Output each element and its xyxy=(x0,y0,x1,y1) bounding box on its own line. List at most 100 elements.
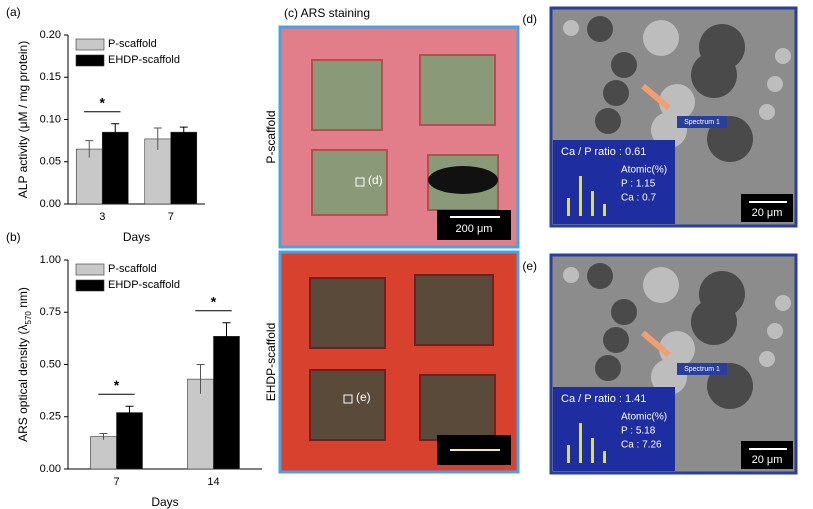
spectrum-tag xyxy=(677,116,727,128)
x-tick-label: 14 xyxy=(207,476,219,488)
texture xyxy=(587,263,613,289)
y-tick-label: 0.00 xyxy=(40,463,61,475)
bar xyxy=(90,436,117,470)
peak xyxy=(579,423,582,463)
texture xyxy=(595,108,621,134)
bar xyxy=(101,131,129,205)
panel-label: (a) xyxy=(6,5,21,19)
y-axis-label: ARS optical density (λ570 nm) xyxy=(16,287,32,442)
texture xyxy=(659,331,695,367)
error-bar xyxy=(99,432,108,440)
y-label-part: ARS optical density (λ xyxy=(16,324,30,441)
legend-swatch xyxy=(75,38,105,51)
y-tick-label: 0.50 xyxy=(40,358,61,370)
texture xyxy=(611,299,637,325)
peak xyxy=(567,198,570,216)
y-tick-label: 0.75 xyxy=(40,306,61,318)
scale-box xyxy=(741,194,793,222)
scale-label: 200 μm xyxy=(456,223,493,235)
marker-label: (d) xyxy=(368,173,383,187)
texture xyxy=(643,267,679,303)
panel-label: (d) xyxy=(522,12,537,26)
texture xyxy=(759,104,775,120)
atomic: Atomic(%) xyxy=(621,412,667,423)
y-label-part: nm) xyxy=(16,287,30,311)
atomic: Atomic(%) xyxy=(621,165,667,176)
texture xyxy=(587,16,613,42)
texture xyxy=(603,327,629,353)
ratio: Ca / P ratio : 0.61 xyxy=(561,146,646,158)
scale-box xyxy=(741,441,793,469)
peak xyxy=(603,451,606,463)
peak xyxy=(567,445,570,463)
texture xyxy=(563,20,579,36)
texture xyxy=(775,48,791,64)
texture xyxy=(767,76,783,92)
bar xyxy=(170,131,198,205)
texture xyxy=(611,52,637,78)
eds-inset xyxy=(553,387,675,471)
arrow xyxy=(641,330,671,358)
significance: * xyxy=(100,94,106,110)
texture xyxy=(563,267,579,283)
y-label-part: ALP activity (μM / mg protein) xyxy=(16,41,30,198)
panel-label: (b) xyxy=(6,230,21,244)
marker-label: (e) xyxy=(356,390,371,404)
atomic-ca: Ca : 7.26 xyxy=(621,440,662,451)
atomic-ca: Ca : 0.7 xyxy=(621,193,656,204)
texture xyxy=(775,295,791,311)
scale-label: 20 μm xyxy=(752,207,783,219)
bar xyxy=(75,148,103,205)
y-label-part: 570 xyxy=(24,311,33,325)
atomic-p: P : 1.15 xyxy=(621,179,656,190)
panel-title: (c) ARS staining xyxy=(284,6,370,20)
row-label: P-scaffold xyxy=(264,110,278,163)
bar xyxy=(187,378,214,470)
legend-label: EHDP-scaffold xyxy=(108,279,180,291)
y-tick-label: 0.05 xyxy=(40,156,61,168)
texture xyxy=(691,52,737,98)
atomic-p: P : 5.18 xyxy=(621,426,656,437)
error-bar xyxy=(179,126,188,138)
y-tick-label: 1.00 xyxy=(40,254,61,266)
legend-label: EHDP-scaffold xyxy=(108,54,180,66)
marker-box xyxy=(343,394,353,404)
legend-swatch xyxy=(75,263,105,276)
legend-label: P-scaffold xyxy=(108,263,157,275)
y-tick-label: 0.20 xyxy=(40,29,61,41)
peak xyxy=(591,191,594,216)
panel-label: (e) xyxy=(522,259,537,273)
arrow xyxy=(641,83,671,111)
peak xyxy=(603,204,606,216)
significance: * xyxy=(211,293,217,309)
y-tick-label: 0.15 xyxy=(40,71,61,83)
y-tick-label: 0.25 xyxy=(40,411,61,423)
y-tick-label: 0.00 xyxy=(40,198,61,210)
legend-swatch xyxy=(75,279,105,292)
x-tick-label: 7 xyxy=(168,211,174,223)
x-axis-label: Days xyxy=(151,495,178,509)
void xyxy=(428,166,498,194)
scale-label: 20 μm xyxy=(752,454,783,466)
eds-inset xyxy=(553,140,675,224)
marker-box xyxy=(355,177,365,187)
texture xyxy=(595,355,621,381)
error-bar xyxy=(196,364,205,394)
y-tick-label: 0.10 xyxy=(40,113,61,125)
spectrum-label: Spectrum 1 xyxy=(684,366,720,373)
bar xyxy=(116,412,143,470)
texture xyxy=(759,351,775,367)
significance: * xyxy=(114,377,120,393)
row-label: EHDP-scaffold xyxy=(264,323,278,401)
error-bar xyxy=(85,140,94,158)
x-tick-label: 3 xyxy=(99,211,105,223)
spectrum-tag xyxy=(677,363,727,375)
error-bar xyxy=(111,123,120,141)
texture xyxy=(643,20,679,56)
scale-box xyxy=(437,210,511,240)
x-axis-label: Days xyxy=(123,230,150,244)
error-bar xyxy=(153,127,162,150)
spectrum-label: Spectrum 1 xyxy=(684,119,720,126)
